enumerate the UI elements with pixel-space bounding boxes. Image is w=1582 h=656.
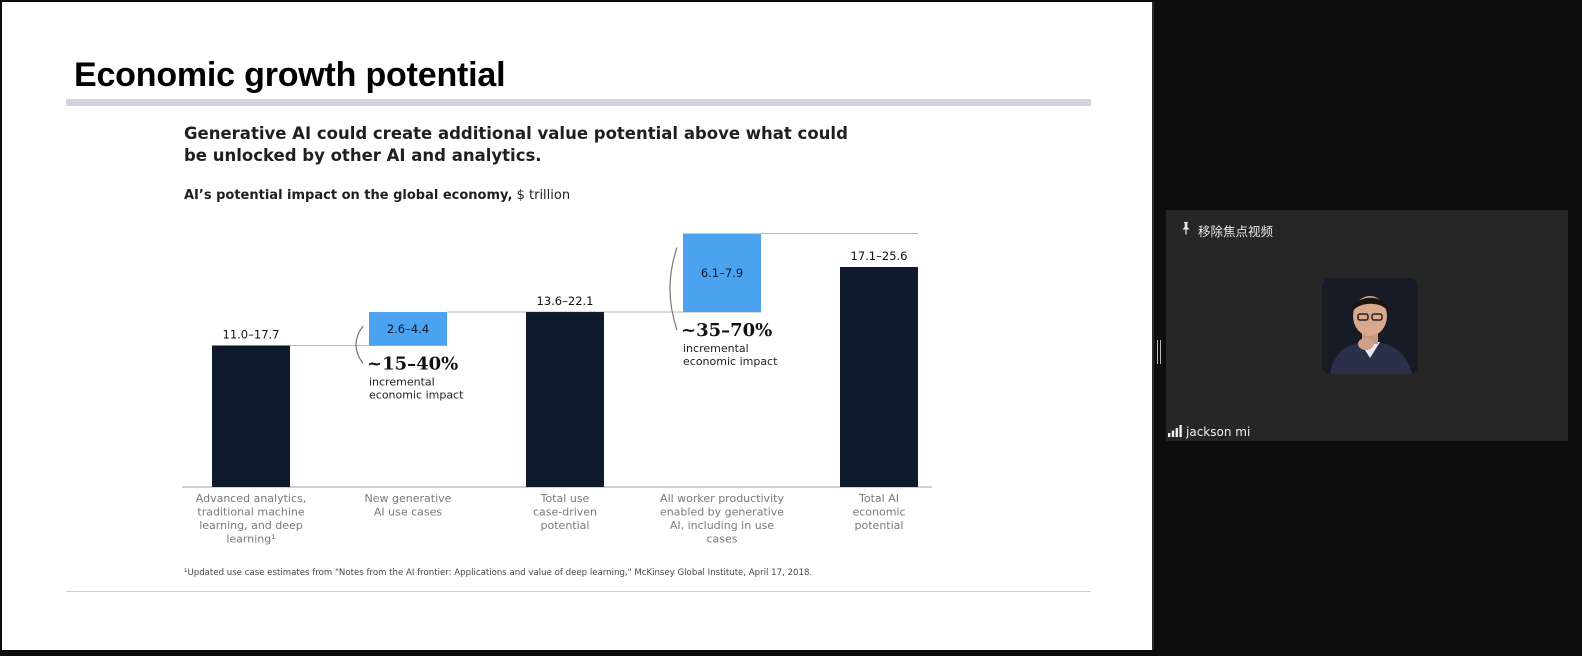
chart-bar-1 [212, 345, 290, 487]
chart-bar-4 [683, 233, 761, 313]
bar-value-label: 17.1–25.6 [851, 249, 908, 263]
pin-icon [1180, 222, 1192, 238]
unpin-label: 移除焦点视频 [1198, 223, 1274, 239]
category-label: learning¹ [226, 533, 275, 546]
panel-resize-handle[interactable] [1157, 340, 1161, 364]
category-label: New generative [365, 492, 452, 505]
annotation-text: incremental [369, 375, 435, 388]
focus-video-panel: 移除焦点视频 jackson mi [1166, 210, 1568, 441]
slide-headline: Generative AI could create additional va… [184, 124, 848, 165]
participant-avatar[interactable] [1322, 278, 1418, 374]
annotation-bracket [669, 247, 678, 331]
bar-value-label: 6.1–7.9 [701, 266, 743, 280]
bar-value-label: 11.0–17.7 [223, 327, 280, 341]
waterfall-chart: 11.0–17.7 Advanced analytics,traditional … [182, 233, 932, 546]
category-label: Advanced analytics, [196, 492, 307, 505]
category-label: enabled by generative [660, 506, 784, 519]
category-label: case-driven [533, 506, 597, 519]
participant-name-tag: jackson mi [1168, 424, 1250, 440]
chart-bar-5 [840, 267, 918, 487]
slide-edge [1152, 2, 1154, 650]
bar-value-label: 2.6–4.4 [387, 322, 429, 336]
annotation-percent: ~15–40% [367, 353, 458, 374]
category-label: Total AI [858, 492, 899, 505]
slide-footnote: ¹Updated use case estimates from "Notes … [184, 568, 813, 578]
chart-bar-3 [526, 312, 604, 487]
category-label: AI, including in use [670, 519, 775, 532]
participant-name: jackson mi [1186, 425, 1251, 439]
category-label: traditional machine [197, 506, 304, 519]
slide-title: Economic growth potential [74, 56, 506, 94]
chart-subtitle-text: AI’s potential impact on the global econ… [184, 188, 513, 203]
annotation-percent: ~35–70% [681, 320, 772, 341]
annotation-text: economic impact [683, 355, 778, 368]
category-label: economic [852, 506, 905, 519]
annotation-text: economic impact [369, 388, 464, 401]
bottom-divider [66, 591, 1091, 592]
category-label: potential [855, 519, 904, 532]
presentation-slide: Economic growth potential Generative AI … [2, 2, 1153, 650]
category-label: Total use [540, 492, 590, 505]
category-label: learning, and deep [199, 519, 303, 532]
signal-strength-icon [1168, 424, 1182, 440]
annotation-text: incremental [683, 342, 749, 355]
chart-subtitle: AI’s potential impact on the global econ… [184, 188, 570, 203]
category-label: AI use cases [374, 506, 443, 519]
chart-bar-2 [369, 312, 447, 346]
annotation-bracket [355, 325, 364, 364]
category-label: cases [706, 533, 737, 546]
unpin-focus-video-button[interactable]: 移除焦点视频 [1180, 220, 1273, 240]
category-label: potential [541, 519, 590, 532]
category-label: All worker productivity [660, 492, 784, 505]
title-divider [66, 99, 1091, 106]
chart-unit: $ trillion [516, 188, 571, 203]
bar-value-label: 13.6–22.1 [537, 294, 594, 308]
